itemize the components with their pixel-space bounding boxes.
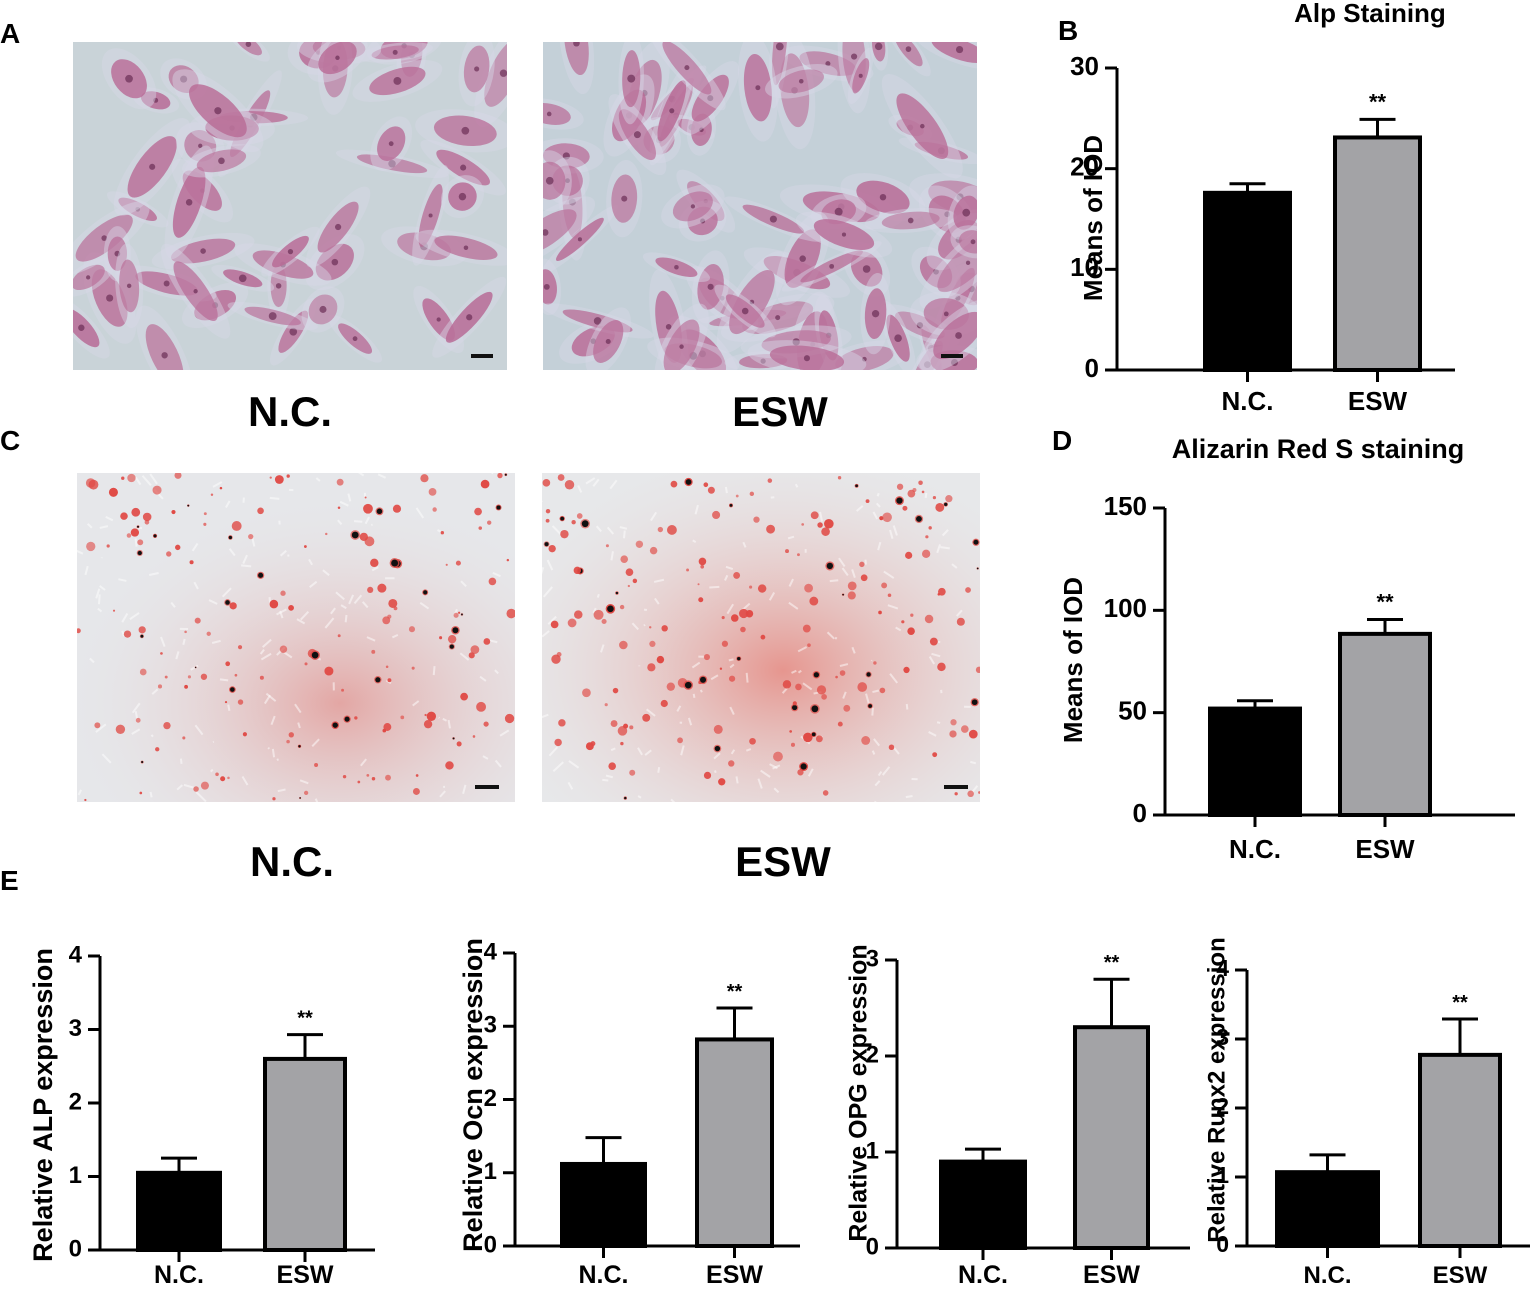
significance-label: **: [1452, 992, 1468, 1014]
bar-esw: [1073, 1025, 1150, 1250]
y-tick-label: 2: [1216, 1093, 1229, 1119]
x-tick-label: ESW: [1433, 1262, 1488, 1289]
chart-alp-staining: Alp Staining Means of IOD 0 10 20 30 N.C. ESW **: [1070, 0, 1455, 416]
micrograph-label-c-esw: ESW: [735, 838, 831, 885]
significance-label: **: [1104, 952, 1120, 974]
chart-alp-expression: Relative ALP expression 0 1 2 3 4 N.C. ESW **: [28, 941, 375, 1289]
y-tick-label: 20: [1070, 152, 1099, 182]
scale-bar-icon: [471, 354, 493, 358]
y-tick-label: 0: [866, 1233, 879, 1260]
bar-esw: [1333, 135, 1422, 372]
y-tick-label: 30: [1070, 51, 1099, 81]
significance-label: **: [1369, 89, 1387, 114]
y-axis-label: Relative Ocn expression: [458, 938, 488, 1252]
bar-esw: [263, 1056, 347, 1252]
y-axis-label: Means of IOD: [1078, 135, 1108, 301]
panel-letter-c: C: [0, 425, 21, 456]
panel-letter-b: B: [1058, 15, 1079, 46]
x-tick-label: N.C.: [579, 1261, 629, 1289]
y-axis-label: Relative ALP expression: [28, 948, 58, 1262]
y-tick-label: 50: [1118, 696, 1147, 726]
x-tick-label: ESW: [1355, 834, 1415, 864]
micrograph-label-c-nc: N.C.: [250, 838, 334, 885]
y-tick-label: 2: [484, 1085, 497, 1112]
x-tick-label: N.C.: [958, 1261, 1008, 1289]
x-tick-label: N.C.: [1304, 1262, 1352, 1289]
y-axis-label: Means of IOD: [1058, 577, 1088, 743]
alp-micrograph-esw: [543, 42, 977, 370]
y-tick-label: 10: [1070, 252, 1099, 282]
bar-nc: [1208, 706, 1302, 817]
y-tick-label: 1: [484, 1158, 497, 1185]
x-tick-label: ESW: [706, 1261, 763, 1289]
y-tick-label: 2: [866, 1041, 879, 1068]
y-tick-label: 3: [69, 1015, 82, 1042]
bar-nc: [560, 1161, 647, 1249]
y-tick-label: 4: [484, 938, 498, 965]
micrograph-label-a-nc: N.C.: [248, 388, 332, 435]
y-tick-label: 3: [1216, 1024, 1229, 1050]
x-tick-label: N.C.: [1229, 834, 1281, 864]
x-tick-label: ESW: [1348, 386, 1408, 416]
y-axis-label: Relative OPG expression: [845, 944, 873, 1241]
bar-esw: [695, 1037, 774, 1248]
significance-label: **: [1376, 590, 1394, 615]
y-tick-label: 1: [1216, 1162, 1229, 1188]
bar-esw: [1338, 631, 1432, 817]
scale-bar-icon: [941, 354, 963, 358]
y-tick-label: 1: [69, 1162, 82, 1189]
panel-letter-a: A: [0, 18, 21, 49]
bar-nc: [939, 1159, 1027, 1251]
y-tick-label: 3: [484, 1012, 497, 1039]
chart-title: Alizarin Red S staining: [1172, 434, 1465, 464]
significance-label: **: [727, 981, 743, 1003]
x-tick-label: ESW: [1083, 1261, 1140, 1289]
alp-micrograph-nc: [73, 42, 507, 370]
y-tick-label: 100: [1104, 593, 1147, 623]
y-tick-label: 150: [1104, 491, 1147, 521]
ars-micrograph-nc: [77, 473, 515, 802]
bar-esw: [1418, 1052, 1502, 1248]
y-tick-label: 0: [1085, 353, 1099, 383]
y-tick-label: 0: [69, 1235, 82, 1262]
y-tick-label: 0: [1133, 798, 1147, 828]
bar-nc: [1275, 1170, 1380, 1248]
micrograph-label-a-esw: ESW: [732, 388, 828, 435]
bar-nc: [1203, 190, 1292, 372]
y-tick-label: 0: [484, 1231, 497, 1258]
y-tick-label: 1: [866, 1137, 879, 1164]
y-tick-label: 3: [866, 945, 879, 972]
y-tick-label: 0: [1216, 1231, 1229, 1257]
chart-title: Alp Staining: [1294, 0, 1446, 28]
bar-nc: [136, 1170, 222, 1252]
scale-bar-icon: [944, 785, 968, 789]
x-tick-label: ESW: [277, 1261, 334, 1289]
ars-micrograph-esw: [542, 473, 980, 802]
panel-letter-e: E: [0, 865, 19, 896]
significance-label: **: [297, 1008, 313, 1030]
y-tick-label: 2: [69, 1088, 82, 1115]
y-tick-label: 4: [69, 941, 83, 968]
panel-letter-d: D: [1052, 425, 1073, 456]
x-tick-label: N.C.: [154, 1261, 204, 1289]
scale-bar-icon: [475, 785, 499, 789]
y-axis-label: Relative Runx2 expression: [1203, 937, 1230, 1242]
x-tick-label: N.C.: [1222, 386, 1274, 416]
chart-alizarin-staining: Alizarin Red S staining Means of IOD 0 50 10…: [1058, 434, 1515, 864]
y-tick-label: 4: [1216, 955, 1229, 981]
